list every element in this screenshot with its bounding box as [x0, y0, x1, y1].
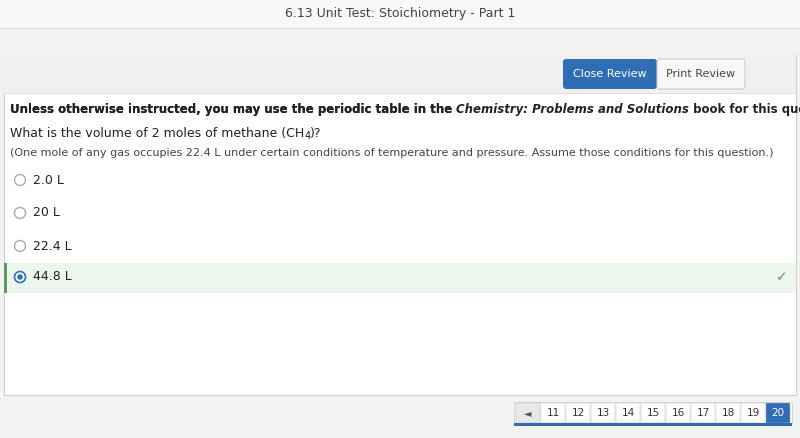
Text: 12: 12 [571, 408, 585, 418]
FancyBboxPatch shape [514, 402, 792, 424]
Text: Close Review: Close Review [573, 69, 647, 79]
FancyBboxPatch shape [566, 403, 590, 423]
Text: 6.13 Unit Test: Stoichiometry - Part 1: 6.13 Unit Test: Stoichiometry - Part 1 [285, 7, 515, 21]
Text: Unless otherwise instructed, you may use the periodic table in the: Unless otherwise instructed, you may use… [10, 103, 456, 117]
FancyBboxPatch shape [641, 403, 665, 423]
Circle shape [14, 174, 26, 186]
Text: 44.8 L: 44.8 L [33, 271, 72, 283]
Text: 19: 19 [746, 408, 760, 418]
Text: Unless otherwise instructed, you may use the periodic table in the: Unless otherwise instructed, you may use… [10, 103, 456, 117]
FancyBboxPatch shape [591, 403, 615, 423]
FancyBboxPatch shape [4, 263, 796, 293]
Text: 20 L: 20 L [33, 206, 60, 219]
FancyBboxPatch shape [514, 423, 792, 426]
Text: ✓: ✓ [776, 270, 788, 284]
FancyBboxPatch shape [4, 263, 7, 293]
FancyBboxPatch shape [541, 403, 565, 423]
Text: 17: 17 [696, 408, 710, 418]
FancyBboxPatch shape [741, 403, 765, 423]
FancyBboxPatch shape [666, 403, 690, 423]
Text: 14: 14 [622, 408, 634, 418]
Text: 13: 13 [596, 408, 610, 418]
FancyBboxPatch shape [516, 403, 540, 423]
FancyBboxPatch shape [0, 0, 800, 28]
Text: ◄: ◄ [524, 408, 532, 418]
Text: )?: )? [310, 127, 322, 139]
Text: 20: 20 [771, 408, 785, 418]
FancyBboxPatch shape [563, 59, 657, 89]
FancyBboxPatch shape [4, 55, 796, 395]
Text: 18: 18 [722, 408, 734, 418]
Text: What is the volume of 2 moles of methane (CH: What is the volume of 2 moles of methane… [10, 127, 304, 139]
Text: Chemistry: Problems and Solutions: Chemistry: Problems and Solutions [456, 103, 690, 117]
Circle shape [14, 272, 26, 283]
Text: 11: 11 [546, 408, 560, 418]
Text: 15: 15 [646, 408, 660, 418]
Text: (One mole of any gas occupies 22.4 L under certain conditions of temperature and: (One mole of any gas occupies 22.4 L und… [10, 148, 774, 158]
Circle shape [14, 240, 26, 251]
FancyBboxPatch shape [0, 28, 800, 438]
FancyBboxPatch shape [4, 55, 796, 93]
Text: Print Review: Print Review [666, 69, 735, 79]
Text: book for this question.: book for this question. [690, 103, 800, 117]
Text: 16: 16 [671, 408, 685, 418]
Text: 4: 4 [304, 131, 310, 141]
FancyBboxPatch shape [657, 59, 745, 89]
Circle shape [14, 208, 26, 219]
FancyBboxPatch shape [691, 403, 715, 423]
Text: 22.4 L: 22.4 L [33, 240, 72, 252]
Text: 2.0 L: 2.0 L [33, 173, 64, 187]
FancyBboxPatch shape [766, 403, 790, 423]
FancyBboxPatch shape [716, 403, 740, 423]
Circle shape [18, 274, 22, 280]
FancyBboxPatch shape [616, 403, 640, 423]
